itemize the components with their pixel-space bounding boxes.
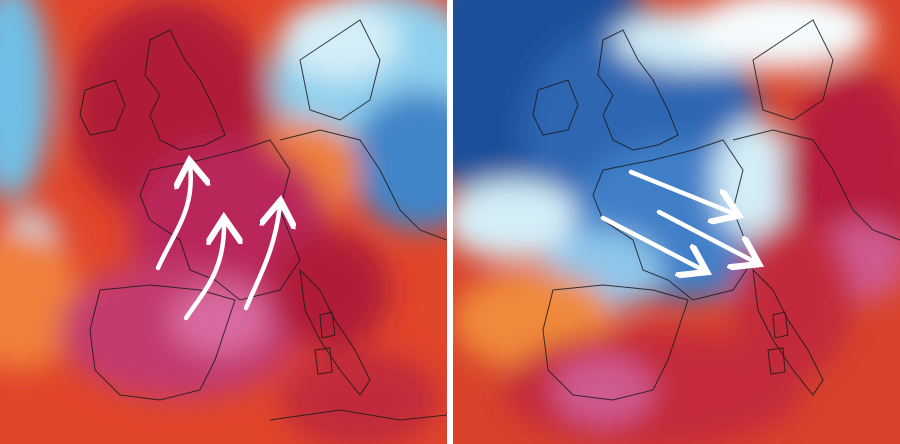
arrow-3 [243,205,280,311]
left-airflow-arrows [155,165,280,321]
arrow-2 [183,222,224,321]
arrow-1 [155,165,191,271]
right-temperature-field [453,0,900,444]
right-airflow-arrows [600,169,755,270]
arrow-1 [628,169,735,214]
left-coastlines [79,19,447,421]
left-temperature-map [0,0,447,444]
right-temperature-map [453,0,900,444]
panel-divider [447,0,453,444]
right-map-svg [453,0,900,444]
arrow-2 [656,209,755,262]
left-map-svg [0,0,447,444]
arrow-3 [600,215,703,270]
right-coastlines [532,19,900,401]
